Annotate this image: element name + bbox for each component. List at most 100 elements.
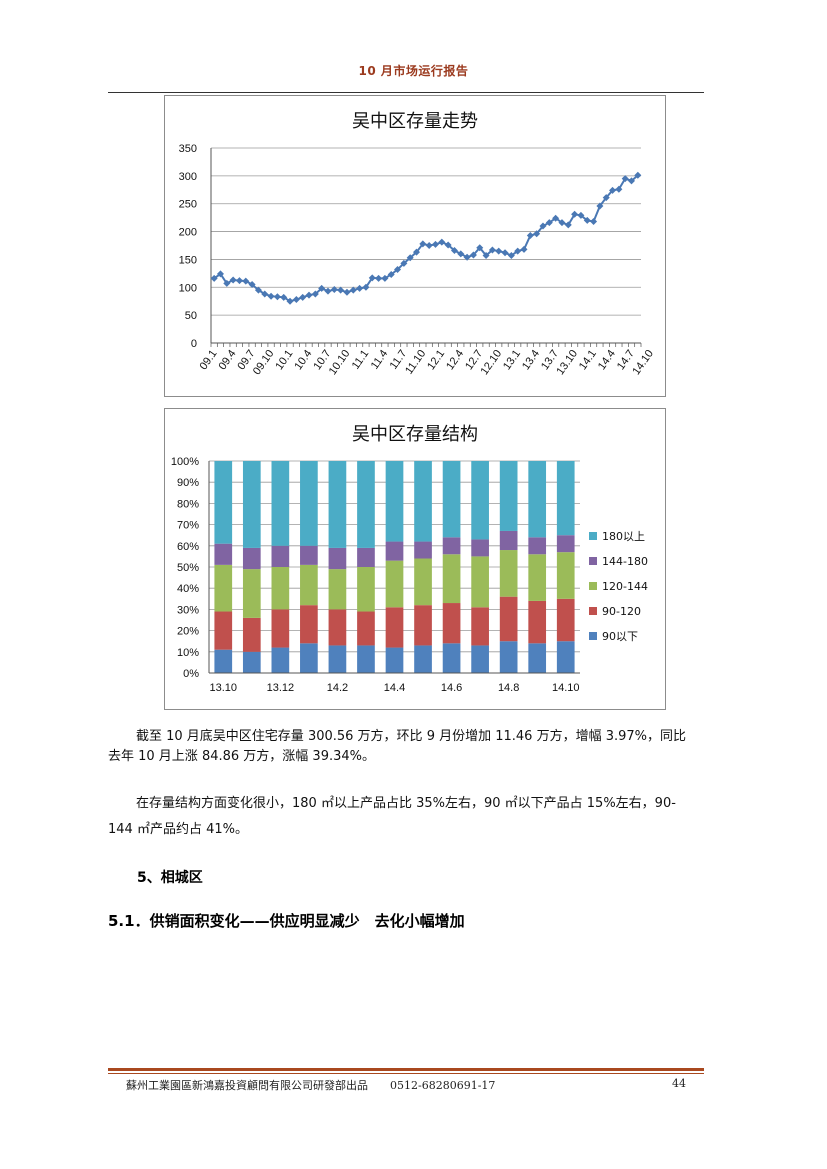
- paragraph-structure: 在存量结构方面变化很小，180 ㎡以上产品占比 35%左右，90 ㎡以下产品占 …: [108, 796, 676, 837]
- bar-segment: [271, 647, 290, 673]
- legend-swatch: [589, 582, 597, 590]
- data-point: [609, 186, 617, 194]
- bar-segment: [357, 645, 375, 673]
- x-tick-label: 14.4: [384, 682, 405, 694]
- bar-segment: [471, 539, 489, 557]
- data-point: [558, 219, 566, 227]
- data-point: [286, 297, 294, 305]
- data-point: [596, 202, 604, 210]
- data-point: [571, 210, 579, 218]
- data-point: [368, 274, 376, 282]
- bar-segment: [556, 461, 575, 536]
- x-tick-label: 09.4: [216, 348, 238, 372]
- data-point: [425, 242, 433, 249]
- bar-segment: [556, 598, 575, 642]
- y-tick-label: 60%: [177, 541, 199, 553]
- x-tick-label: 10.4: [292, 348, 314, 372]
- data-point: [216, 270, 224, 278]
- x-tick-label: 13.10: [210, 682, 238, 694]
- bar-segment: [271, 461, 290, 546]
- data-point: [577, 211, 585, 219]
- data-point: [299, 293, 307, 301]
- y-tick-label: 40%: [177, 583, 199, 595]
- bar-segment: [442, 537, 461, 555]
- structure-chart: 吴中区存量结构 0% 10% 20% 30% 40% 50% 60% 70% 80% 90% 100%…: [164, 408, 666, 710]
- x-tick-label: 13.10: [554, 348, 580, 377]
- data-point: [526, 231, 534, 239]
- bar-segment: [442, 461, 461, 538]
- x-tick-label: 12.10: [479, 348, 505, 377]
- data-point: [457, 250, 465, 258]
- bar-segment: [471, 556, 489, 608]
- x-tick-label: 11.10: [403, 348, 428, 377]
- bar-segment: [271, 567, 290, 610]
- data-point: [419, 240, 427, 248]
- data-point: [280, 293, 288, 301]
- bar-segment: [242, 547, 261, 570]
- legend-swatch: [589, 532, 597, 540]
- data-point: [375, 274, 383, 282]
- bar-segment: [357, 567, 375, 612]
- bar-segment: [528, 600, 547, 644]
- x-tick-label: 14.4: [596, 348, 618, 372]
- series-line: [213, 174, 639, 303]
- bar-segment: [414, 605, 432, 646]
- footer-company: 蘇州工業園區新鴻嘉投資顧問有限公司研發部出品 0512-68280691-17: [126, 1079, 496, 1092]
- bar-segment: [242, 569, 261, 618]
- section-heading: 5、相城区: [137, 870, 203, 886]
- data-point: [634, 171, 642, 179]
- data-point: [267, 292, 275, 300]
- data-point: [235, 277, 243, 285]
- bar-segment: [328, 569, 347, 610]
- data-point: [431, 240, 439, 248]
- data-point: [413, 248, 421, 256]
- bar-segment: [556, 535, 575, 553]
- x-tick-label: 13.12: [267, 682, 295, 694]
- y-tick-label: 0: [191, 338, 197, 350]
- data-point: [387, 270, 395, 278]
- chart-title: 吴中区存量结构: [352, 424, 478, 445]
- data-point: [507, 252, 515, 260]
- y-tick-label: 30%: [177, 604, 199, 616]
- bar-segment: [242, 461, 261, 548]
- data-point: [615, 185, 623, 193]
- bar-segment: [442, 603, 461, 644]
- y-tick-label: 0%: [183, 668, 199, 680]
- bar-segment: [300, 461, 318, 546]
- x-tick-label: 14.8: [498, 682, 519, 694]
- data-point: [545, 219, 553, 227]
- legend-label: 90-120: [602, 605, 641, 618]
- data-point: [400, 259, 408, 267]
- bar-segment: [300, 605, 318, 644]
- bar-segment: [242, 617, 261, 652]
- data-point: [533, 230, 541, 238]
- data-point: [292, 296, 300, 304]
- legend-swatch: [589, 607, 597, 615]
- data-point: [242, 277, 250, 285]
- data-point: [248, 281, 256, 288]
- bar-segment: [499, 550, 518, 597]
- bar-segment: [499, 641, 518, 673]
- legend-swatch: [589, 557, 597, 565]
- x-tick-label: 13.4: [520, 348, 542, 372]
- bar-segment: [328, 609, 347, 646]
- bar-segment: [499, 461, 518, 531]
- data-point: [381, 274, 389, 282]
- footer-rule-thin: [108, 1073, 704, 1074]
- bar-segment: [385, 560, 404, 608]
- bar-segment: [442, 554, 461, 604]
- bar-segment: [328, 547, 347, 570]
- y-tick-label: 10%: [177, 647, 199, 659]
- bar-segment: [528, 461, 547, 538]
- bar-segment: [471, 461, 489, 540]
- x-tick-label: 14.6: [441, 682, 462, 694]
- data-point: [539, 222, 547, 230]
- x-tick-label: 14.2: [327, 682, 348, 694]
- legend-label: 144-180: [602, 555, 648, 568]
- x-tick-label: 14.1: [577, 348, 599, 372]
- data-point: [590, 218, 598, 226]
- legend-label: 120-144: [602, 580, 648, 593]
- bar-segment: [471, 607, 489, 646]
- data-point: [628, 177, 636, 185]
- y-tick-label: 200: [179, 227, 197, 239]
